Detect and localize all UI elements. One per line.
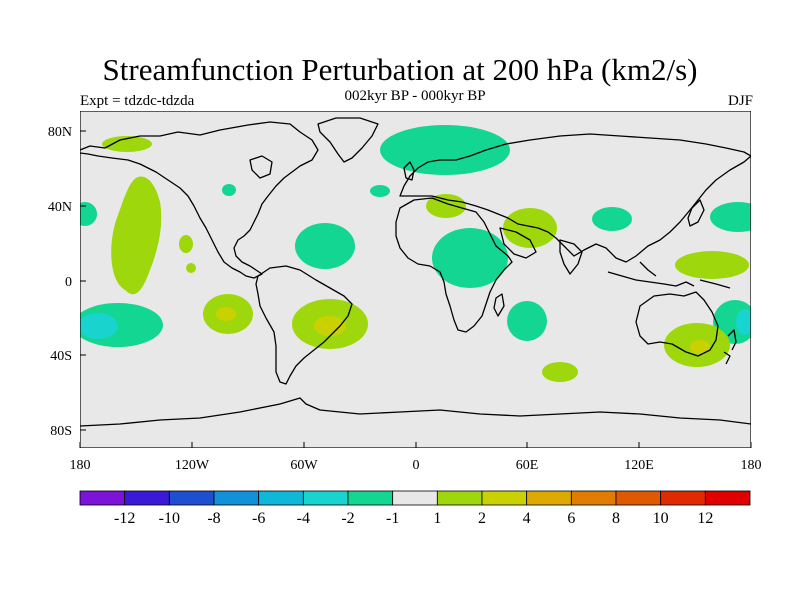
new-zealand-coast [723, 329, 737, 365]
axis-ticks [79, 130, 752, 448]
figure-title: Streamfunction Perturbation at 200 hPa (… [102, 52, 698, 87]
anomaly-region [542, 362, 578, 382]
anomaly-region [690, 340, 710, 354]
colorbar-label: 12 [697, 510, 713, 527]
experiment-label: Expt = tdzdc-tdzda [80, 93, 195, 109]
colorbar-swatch [481, 490, 528, 506]
colorbar-label: -12 [114, 510, 135, 527]
north-america-coast [80, 121, 319, 279]
strong-positive-anomaly-regions [216, 307, 710, 354]
lon-label: 60E [516, 458, 539, 473]
lon-label: 60W [290, 458, 318, 473]
colorbar-swatch [213, 490, 260, 506]
lon-label: 0 [413, 458, 420, 473]
colorbar-swatch [570, 490, 617, 506]
lat-label: 0 [65, 275, 72, 290]
africa-coast [395, 197, 513, 333]
colorbar-label: 1 [433, 510, 441, 527]
colorbar-swatch [526, 490, 572, 506]
colorbar-swatch [168, 490, 215, 506]
japan-coast [687, 199, 705, 227]
colorbar-swatch [615, 490, 662, 506]
coastlines [80, 117, 751, 427]
figure-subtitle: 002kyr BP - 000kyr BP [344, 88, 486, 104]
colorbar-label: -2 [341, 510, 354, 527]
latitude-labels: 80N 40N 0 40S 80S [48, 125, 72, 439]
anomaly-region [710, 202, 751, 232]
anomaly-region [592, 207, 632, 231]
anomaly-region [370, 185, 390, 197]
lon-label: 180 [70, 458, 91, 473]
colorbar-label: -10 [159, 510, 180, 527]
lat-label: 80N [48, 125, 72, 140]
colorbar: -12 -10 -8 -6 -4 -2 -1 1 2 4 6 8 10 12 [79, 490, 751, 527]
colorbar-swatch [124, 490, 170, 506]
lat-label: 80S [50, 424, 72, 439]
anomaly-region [380, 125, 510, 175]
lat-label: 40S [50, 349, 72, 364]
colorbar-swatch [79, 490, 126, 506]
eurasia-coast [399, 133, 751, 263]
colorbar-swatch [302, 490, 349, 506]
anomaly-region [314, 316, 346, 336]
colorbar-label: 4 [523, 510, 531, 527]
anomaly-region [675, 251, 749, 279]
lon-label: 180 [741, 458, 762, 473]
season-label: DJF [727, 93, 753, 109]
arabia-coast [499, 227, 537, 259]
australia-coast [635, 291, 719, 357]
britain-coast [403, 161, 415, 181]
colorbar-label: 6 [567, 510, 575, 527]
colorbar-label: -8 [207, 510, 220, 527]
anomaly-region [80, 202, 97, 226]
strong-negative-anomaly-regions [80, 309, 751, 339]
colorbar-swatch [258, 490, 304, 506]
map-plot-area [80, 111, 751, 448]
maritime-islands-coast [607, 261, 731, 289]
colorbar-swatch [436, 490, 483, 506]
lon-label: 120E [624, 458, 654, 473]
anomaly-region [102, 136, 152, 152]
anomaly-region [186, 263, 196, 273]
lon-label: 120W [175, 458, 210, 473]
india-coast [559, 239, 583, 275]
colorbar-swatch [392, 490, 438, 506]
colorbar-swatch [660, 490, 706, 506]
south-america-coast [255, 265, 353, 385]
anomaly-region [222, 184, 236, 196]
anomaly-region [736, 309, 751, 335]
anomaly-region [295, 223, 355, 269]
anomaly-region [80, 313, 118, 339]
hudson-bay-coast [249, 155, 273, 179]
colorbar-label: 10 [653, 510, 669, 527]
antarctica-coast [80, 397, 751, 427]
colorbar-label: -1 [386, 510, 399, 527]
colorbar-label: -6 [252, 510, 265, 527]
anomaly-region [111, 176, 162, 295]
anomaly-region [503, 208, 557, 248]
colorbar-swatch [704, 490, 751, 506]
anomaly-region [432, 228, 508, 288]
colorbar-swatch [347, 490, 394, 506]
colorbar-label: 8 [612, 510, 620, 527]
longitude-labels: 180 120W 60W 0 60E 120E 180 [70, 458, 762, 473]
anomaly-region [216, 307, 236, 321]
colorbar-label: -4 [297, 510, 310, 527]
anomaly-region [507, 301, 547, 341]
colorbar-label: 2 [478, 510, 486, 527]
lat-label: 40N [48, 200, 72, 215]
madagascar-coast [493, 293, 505, 317]
anomaly-region [179, 235, 193, 253]
greenland-coast [317, 117, 379, 163]
